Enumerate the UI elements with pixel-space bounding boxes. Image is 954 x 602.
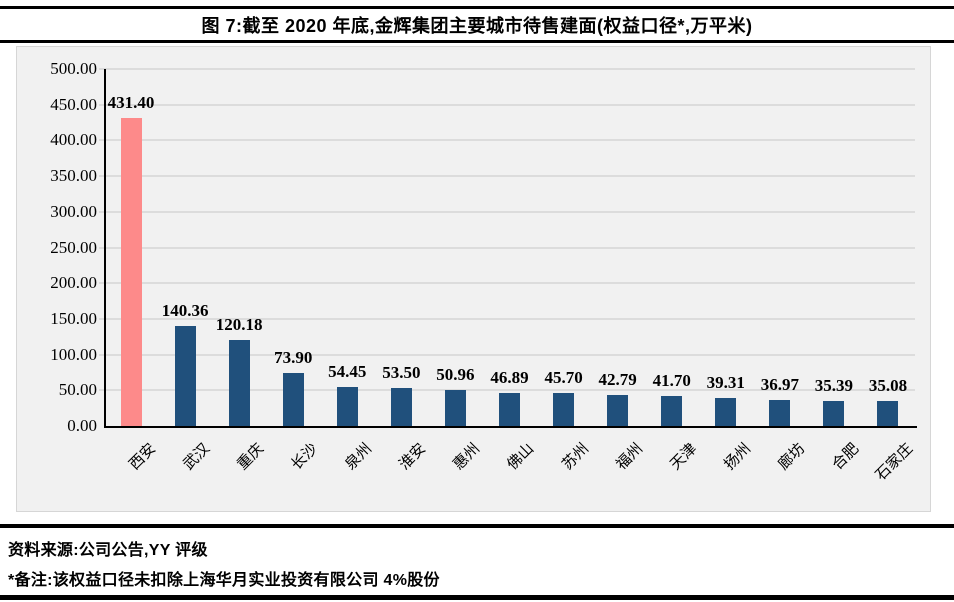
y-axis-tick-label: 450.00 xyxy=(50,94,97,114)
bar-value-label: 50.96 xyxy=(436,364,475,384)
source-note: 资料来源:公司公告,YY 评级 xyxy=(8,542,208,559)
bar-value-label: 35.39 xyxy=(814,375,854,395)
x-axis-category-label: 石家庄 xyxy=(872,440,917,484)
y-axis-tick-label: 150.00 xyxy=(50,308,97,328)
x-axis-category-label: 淮安 xyxy=(396,440,430,474)
bar-重庆 xyxy=(228,340,250,426)
x-axis-category-label: 天津 xyxy=(667,440,700,474)
gridline xyxy=(99,68,915,70)
gridline xyxy=(99,103,915,106)
x-axis-category-label: 福州 xyxy=(613,440,646,474)
bar-value-label: 42.79 xyxy=(598,370,637,390)
gridline xyxy=(99,353,915,356)
bar-value-label: 36.97 xyxy=(760,374,799,394)
x-axis-category-label: 西安 xyxy=(126,440,160,474)
bar-value-label: 140.36 xyxy=(161,300,209,320)
y-axis-tick-label: 400.00 xyxy=(50,130,97,150)
bar-天津 xyxy=(661,396,683,426)
footer-top-divider xyxy=(0,524,954,528)
y-axis-tick-label: 300.00 xyxy=(50,201,97,221)
gridline xyxy=(99,389,915,392)
y-axis-tick-label: 250.00 xyxy=(50,237,97,257)
gridline xyxy=(99,246,915,249)
x-axis-category-label: 廊坊 xyxy=(775,440,808,474)
bar-苏州 xyxy=(553,393,575,426)
bar-value-label: 120.18 xyxy=(215,315,263,335)
x-axis-category-label: 长沙 xyxy=(288,440,322,474)
x-axis-line xyxy=(104,426,917,428)
gridline xyxy=(99,282,915,285)
bar-武汉 xyxy=(174,325,196,426)
gridline xyxy=(99,317,915,320)
bar-chart-panel: 0.00 50.00 100.00 150.00 200.00 250.00 300.00 3… xyxy=(16,46,931,512)
bar-合肥 xyxy=(823,400,845,426)
bar-value-label: 46.89 xyxy=(490,367,529,387)
bar-value-label: 53.50 xyxy=(382,362,421,382)
x-axis-category-label: 重庆 xyxy=(234,440,268,474)
bar-廊坊 xyxy=(769,399,791,426)
bar-惠州 xyxy=(444,389,466,426)
bar-淮安 xyxy=(390,387,412,426)
x-axis-category-label: 佛山 xyxy=(505,440,538,474)
y-axis-tick-label: 350.00 xyxy=(50,166,97,186)
x-axis-category-label: 苏州 xyxy=(559,440,592,474)
bar-value-label: 39.31 xyxy=(706,372,745,392)
y-axis-tick-label: 0.00 xyxy=(67,416,97,435)
bar-泉州 xyxy=(336,387,358,426)
bar-福州 xyxy=(607,395,629,426)
bar-长沙 xyxy=(282,373,304,426)
bottom-divider xyxy=(0,595,954,600)
y-axis-tick-label: 200.00 xyxy=(50,273,97,293)
gridline xyxy=(99,210,915,213)
bar-value-label: 54.45 xyxy=(328,362,367,382)
y-axis-line xyxy=(104,69,106,428)
equity-note: *备注:该权益口径未扣除上海华月实业投资有限公司 4%股份 xyxy=(8,572,440,589)
gridline xyxy=(99,175,915,178)
bar-value-label: 431.40 xyxy=(107,92,155,112)
y-axis-tick-label: 100.00 xyxy=(50,344,97,364)
bar-西安 xyxy=(120,117,142,426)
bar-value-label: 41.70 xyxy=(652,371,691,391)
figure-title: 图 7:截至 2020 年底,金辉集团主要城市待售建面(权益口径*,万平米) xyxy=(201,16,753,36)
x-axis-category-label: 惠州 xyxy=(451,440,484,474)
x-axis-category-label: 泉州 xyxy=(342,440,376,474)
x-axis-category-label: 合肥 xyxy=(829,440,863,474)
y-axis-tick-label: 500.00 xyxy=(50,59,97,78)
gridline xyxy=(99,139,915,142)
bar-value-label: 73.90 xyxy=(274,348,313,368)
top-divider xyxy=(0,6,954,9)
x-axis-category-label: 武汉 xyxy=(180,440,214,474)
y-axis-tick-label: 50.00 xyxy=(58,380,97,400)
bar-扬州 xyxy=(715,397,737,426)
bar-石家庄 xyxy=(877,400,899,426)
title-bottom-divider xyxy=(0,40,954,43)
bar-value-label: 45.70 xyxy=(544,368,583,388)
bar-佛山 xyxy=(499,392,520,426)
bar-value-label: 35.08 xyxy=(868,375,908,395)
x-axis-category-label: 扬州 xyxy=(721,440,754,474)
